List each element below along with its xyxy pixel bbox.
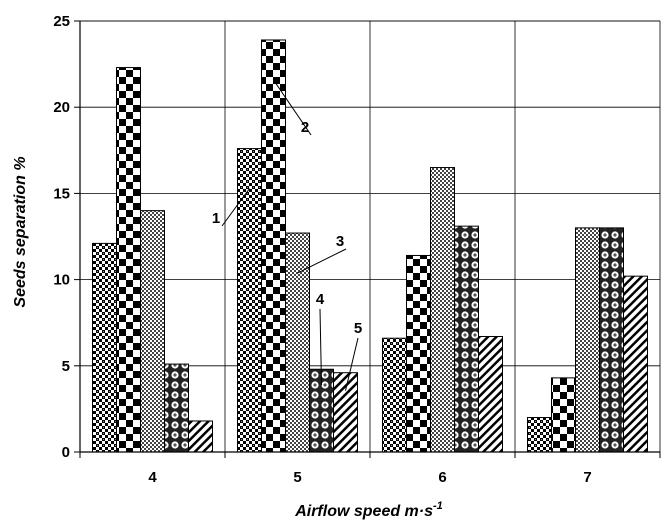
annotation-leader-1 <box>221 188 250 227</box>
bar-series-1-5 <box>237 148 262 453</box>
y-tick-label: 25 <box>53 13 70 30</box>
x-axis-title: Airflow speed m·s-1 <box>294 500 443 520</box>
y-tick-label: 15 <box>53 185 70 202</box>
bar-series-3-4 <box>140 210 165 453</box>
annotation-label-2: 2 <box>301 119 309 136</box>
bars <box>92 39 648 453</box>
bar-series-1-7 <box>527 417 552 453</box>
x-tick-label: 4 <box>148 469 157 486</box>
bar-series-4-4 <box>164 363 189 453</box>
bar-series-1-6 <box>382 337 407 453</box>
bar-series-5-4 <box>188 420 213 453</box>
y-axis-title: Seeds separation % <box>12 156 29 307</box>
bar-series-5-5 <box>333 372 358 453</box>
axes <box>74 20 661 458</box>
annotation-label-3: 3 <box>336 233 344 250</box>
annotation-leader-5 <box>345 337 359 391</box>
bar-series-2-5 <box>261 39 286 453</box>
x-tick-label: 5 <box>293 469 301 486</box>
bar-series-3-7 <box>575 227 600 453</box>
bar-series-1-4 <box>92 242 117 453</box>
bar-series-3-5 <box>285 232 310 453</box>
bar-series-4-7 <box>599 227 624 453</box>
x-tick-label: 6 <box>438 469 446 486</box>
y-tick-label: 0 <box>62 444 70 461</box>
gridlines <box>80 20 661 452</box>
y-tick-label: 20 <box>53 99 70 116</box>
annotations: 1 2 3 4 5 <box>212 79 362 391</box>
bar-series-2-6 <box>406 254 431 453</box>
annotation-leader-3 <box>297 248 347 274</box>
x-axis-title-superscript: -1 <box>433 500 443 512</box>
y-tick-label: 10 <box>53 272 70 289</box>
bar-series-5-6 <box>478 335 503 453</box>
annotation-leader-4 <box>319 308 322 386</box>
x-tick-label: 7 <box>583 469 591 486</box>
x-axis-title-text: Airflow speed m·s <box>294 503 433 520</box>
annotation-label-1: 1 <box>212 210 220 227</box>
bar-series-5-7 <box>623 275 648 453</box>
bar-series-2-7 <box>551 377 576 453</box>
bar-series-4-6 <box>454 225 479 453</box>
annotation-label-5: 5 <box>354 320 362 337</box>
annotation-leader-2 <box>273 79 312 136</box>
y-tick-label: 5 <box>62 358 70 375</box>
bar-series-2-4 <box>116 67 141 453</box>
annotation-label-4: 4 <box>316 291 325 308</box>
bar-series-3-6 <box>430 167 455 453</box>
